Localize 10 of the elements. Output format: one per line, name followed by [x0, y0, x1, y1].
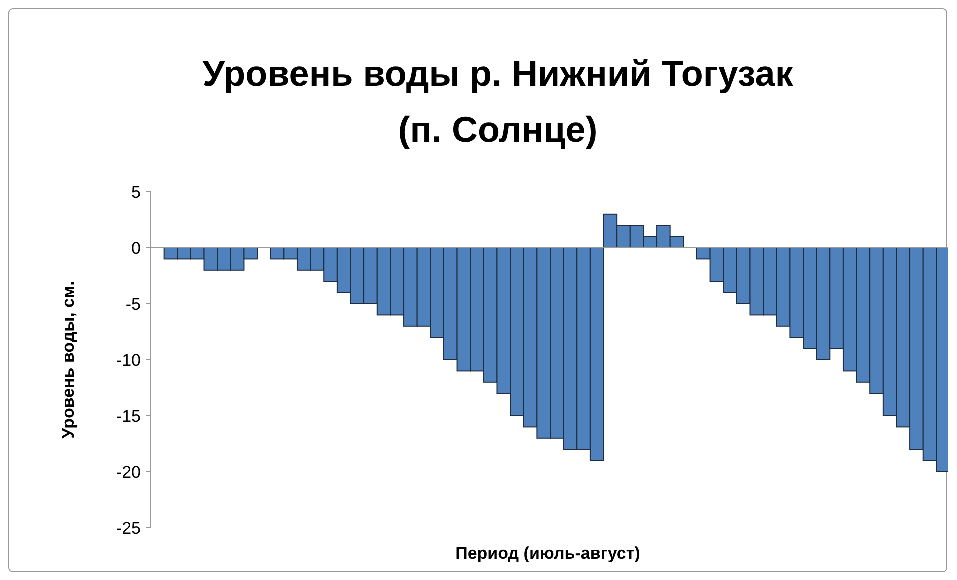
y-tick-label: 0 [132, 238, 141, 258]
y-axis-title: Уровень воды, см. [59, 281, 78, 439]
chart-title: Уровень воды р. Нижний Тогузак (п. Солнце) [202, 53, 794, 150]
y-tick-label: -10 [116, 350, 141, 370]
y-tick-label: -5 [126, 294, 141, 314]
x-axis-title: Период (июль-август) [456, 544, 640, 563]
y-tick-label: -20 [116, 462, 141, 482]
y-tick-label: -25 [116, 518, 141, 538]
y-tick-label: 5 [132, 182, 141, 202]
y-tick-label: -15 [116, 406, 141, 426]
